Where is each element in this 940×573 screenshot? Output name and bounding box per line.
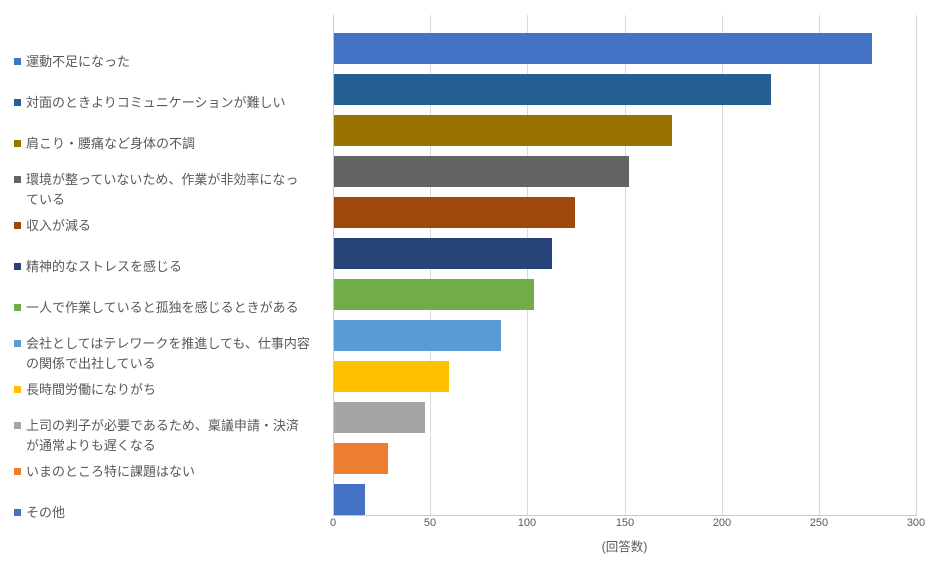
legend-marker-icon	[14, 222, 21, 229]
bar	[334, 484, 365, 515]
gridline	[916, 15, 917, 515]
bar	[334, 402, 425, 433]
plot-area	[333, 15, 917, 516]
x-tick-label: 250	[809, 517, 829, 529]
category-label: 一人で作業していると孤独を感じるときがある	[14, 298, 326, 318]
category-label: その他	[14, 503, 326, 523]
category-label: いまのところ特に課題はない	[14, 462, 326, 482]
category-label: 肩こり・腰痛など身体の不調	[14, 134, 326, 154]
category-label: 会社としてはテレワークを推進しても、仕事内容の関係で出社している	[14, 334, 326, 374]
category-label-text: 精神的なストレスを感じる	[26, 259, 183, 274]
category-label: 長時間労働になりがち	[14, 380, 326, 400]
category-label-text: 一人で作業していると孤独を感じるときがある	[26, 300, 299, 315]
category-label-text: 運動不足になった	[26, 54, 131, 69]
legend-marker-icon	[14, 386, 21, 393]
category-label-text: 収入が減る	[26, 218, 92, 233]
bar	[334, 197, 575, 228]
category-label: 環境が整っていないため、作業が非効率になっている	[14, 170, 326, 210]
x-tick-label: 50	[423, 517, 437, 529]
bar	[334, 443, 388, 474]
bar	[334, 74, 771, 105]
x-tick-label: 300	[906, 517, 926, 529]
bar	[334, 33, 872, 64]
category-label-text: 上司の判子が必要であるため、稟議申請・決済が通常よりも遅くなる	[26, 418, 299, 453]
legend-marker-icon	[14, 140, 21, 147]
category-label-text: いまのところ特に課題はない	[26, 464, 196, 479]
category-label: 運動不足になった	[14, 52, 326, 72]
gridline	[722, 15, 723, 515]
gridline	[625, 15, 626, 515]
category-label-text: 環境が整っていないため、作業が非効率になっている	[26, 172, 299, 207]
x-axis: 0 50 100 150 200 250 300	[0, 517, 940, 531]
x-tick-label: 200	[712, 517, 732, 529]
category-label: 精神的なストレスを感じる	[14, 257, 326, 277]
legend-marker-icon	[14, 263, 21, 270]
legend-marker-icon	[14, 340, 21, 347]
bar	[334, 115, 672, 146]
category-label: 収入が減る	[14, 216, 326, 236]
bar	[334, 361, 449, 392]
legend-marker-icon	[14, 422, 21, 429]
bar	[334, 320, 501, 351]
bar	[334, 279, 534, 310]
category-label-text: 肩こり・腰痛など身体の不調	[26, 136, 196, 151]
x-tick-label: 100	[517, 517, 537, 529]
legend-marker-icon	[14, 99, 21, 106]
x-axis-title: (回答数)	[601, 540, 648, 554]
legend-marker-icon	[14, 468, 21, 475]
category-label-text: 長時間労働になりがち	[26, 382, 157, 397]
legend-marker-icon	[14, 509, 21, 516]
category-label: 上司の判子が必要であるため、稟議申請・決済が通常よりも遅くなる	[14, 416, 326, 456]
x-tick-label: 150	[615, 517, 635, 529]
bar	[334, 238, 552, 269]
category-label-text: 会社としてはテレワークを推進しても、仕事内容の関係で出社している	[26, 336, 310, 371]
bar	[334, 156, 629, 187]
category-label: 対面のときよりコミュニケーションが難しい	[14, 93, 326, 113]
legend-marker-icon	[14, 176, 21, 183]
legend-marker-icon	[14, 58, 21, 65]
category-label-text: 対面のときよりコミュニケーションが難しい	[26, 95, 286, 110]
legend-marker-icon	[14, 304, 21, 311]
gridline	[819, 15, 820, 515]
x-tick-label: 0	[329, 517, 337, 529]
category-label-text: その他	[26, 505, 66, 520]
